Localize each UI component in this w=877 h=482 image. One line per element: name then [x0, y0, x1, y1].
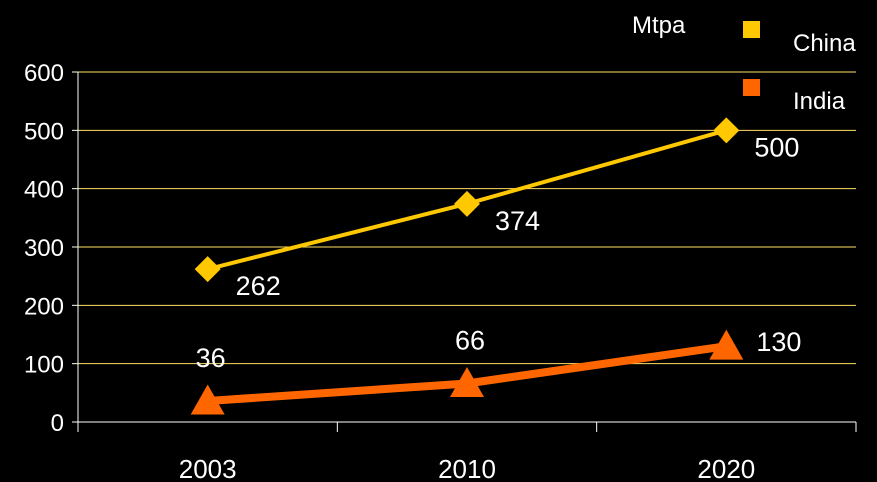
axes — [72, 71, 857, 432]
y-tick-label: 0 — [51, 410, 64, 437]
series-markers — [190, 117, 744, 415]
y-tick-label: 500 — [24, 118, 64, 145]
data-point-india — [190, 384, 225, 415]
y-tick-label: 600 — [24, 60, 64, 87]
x-tick-labels: 2003 2010 2020 — [179, 454, 756, 482]
data-labels: 262 374 500 36 66 130 — [196, 132, 802, 373]
x-tick-label: 2003 — [179, 454, 237, 482]
unit-label: Mtpa — [632, 12, 686, 39]
data-point-china — [194, 256, 221, 283]
legend-swatch-china — [743, 21, 760, 38]
y-tick-label: 200 — [24, 293, 64, 320]
legend-label-india: India — [793, 88, 846, 115]
y-tick-label: 400 — [24, 177, 64, 204]
legend-label-china: China — [793, 30, 856, 57]
y-tick-labels: 0 100 200 300 400 500 600 — [24, 60, 64, 437]
data-point-india — [450, 367, 484, 397]
series-lines — [207, 128, 727, 405]
data-label-india: 130 — [756, 327, 801, 357]
x-tick-label: 2020 — [697, 454, 755, 482]
data-point-china — [454, 190, 480, 217]
gridlines — [78, 71, 856, 365]
data-point-india — [709, 329, 744, 360]
y-tick-label: 100 — [24, 352, 64, 379]
data-label-china: 500 — [754, 132, 799, 162]
data-label-china: 374 — [495, 206, 540, 236]
data-label-china: 262 — [236, 271, 281, 301]
data-point-china — [713, 117, 740, 144]
x-tick-label: 2010 — [438, 454, 496, 482]
legend-swatch-india — [743, 79, 760, 96]
y-tick-label: 300 — [24, 235, 64, 262]
data-label-india: 36 — [196, 343, 226, 373]
data-label-india: 66 — [455, 326, 485, 356]
legend: China India — [743, 21, 856, 115]
